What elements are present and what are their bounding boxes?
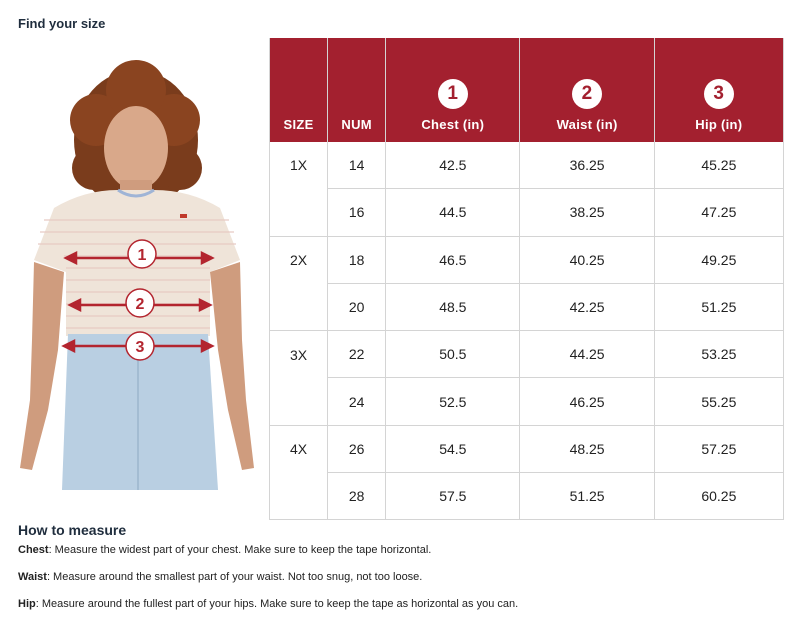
cell-num: 20	[327, 283, 387, 332]
cell-waist: 40.25	[519, 236, 655, 284]
cell-size: 3X	[268, 330, 329, 378]
marker-2-label: 2	[136, 296, 145, 313]
chest-header-label: Chest (in)	[421, 117, 485, 132]
cell-waist: 46.25	[519, 377, 655, 426]
header-waist: 2 Waist (in)	[519, 38, 655, 142]
table-header-row: SIZE NUM 1 Chest (in) 2 Waist (in) 3 Hip…	[268, 38, 785, 142]
cell-num: 26	[327, 425, 387, 474]
cell-chest: 48.5	[385, 283, 521, 332]
how-to-measure-section: How to measure Chest: Measure the widest…	[18, 522, 778, 625]
table-row: 2X 18 46.5 40.25 49.25	[268, 236, 785, 284]
cell-hip: 60.25	[654, 472, 785, 521]
marker-1	[127, 239, 157, 269]
cell-chest: 50.5	[385, 330, 521, 379]
cell-waist: 42.25	[519, 283, 655, 332]
hip-term: Hip	[18, 598, 36, 610]
cell-chest: 44.5	[385, 188, 521, 237]
waist-number-badge: 2	[572, 79, 603, 109]
cell-size	[268, 472, 329, 521]
cell-num: 22	[327, 330, 387, 379]
waist-term: Waist	[18, 571, 47, 583]
size-chart-table: SIZE NUM 1 Chest (in) 2 Waist (in) 3 Hip…	[268, 38, 785, 521]
cell-hip: 51.25	[654, 283, 785, 332]
waist-instruction: Waist: Measure around the smallest part …	[18, 571, 778, 584]
cell-chest: 54.5	[385, 425, 521, 474]
cell-hip: 45.25	[654, 142, 785, 190]
cell-size	[268, 188, 329, 237]
marker-3	[125, 331, 155, 361]
cell-chest: 46.5	[385, 236, 521, 284]
table-row: 1X 14 42.5 36.25 45.25	[268, 142, 785, 190]
marker-2	[125, 288, 155, 318]
header-hip: 3 Hip (in)	[654, 38, 785, 142]
waist-header-label: Waist (in)	[556, 117, 618, 132]
cell-waist: 51.25	[519, 472, 655, 521]
cell-num: 14	[327, 142, 387, 190]
cell-num: 18	[327, 236, 387, 284]
cell-waist: 38.25	[519, 188, 655, 237]
cell-hip: 49.25	[654, 236, 785, 284]
cell-waist: 36.25	[519, 142, 655, 190]
header-chest: 1 Chest (in)	[385, 38, 521, 142]
table-row: 4X 26 54.5 48.25 57.25	[268, 425, 785, 474]
cell-chest: 42.5	[385, 142, 521, 190]
table-row: 16 44.5 38.25 47.25	[268, 188, 785, 237]
waist-instruction-text: : Measure around the smallest part of yo…	[46, 571, 423, 583]
page-title: Find your size	[18, 16, 106, 31]
chest-term: Chest	[18, 544, 49, 556]
cell-chest: 57.5	[385, 472, 521, 521]
table-row: 3X 22 50.5 44.25 53.25	[268, 330, 785, 379]
cell-num: 28	[327, 472, 387, 521]
chest-instruction-text: : Measure the widest part of your chest.…	[48, 544, 432, 556]
cell-hip: 55.25	[654, 377, 785, 426]
table-row: 28 57.5 51.25 60.25	[268, 472, 785, 521]
hip-number-badge: 3	[703, 79, 734, 109]
cell-size: 4X	[268, 425, 329, 473]
cell-size	[268, 283, 329, 332]
hip-header-label: Hip (in)	[695, 117, 743, 132]
hip-instruction: Hip: Measure around the fullest part of …	[18, 598, 778, 611]
cell-size: 2X	[268, 236, 329, 284]
table-row: 20 48.5 42.25 51.25	[268, 283, 785, 332]
cell-size	[268, 377, 329, 426]
cell-num: 16	[327, 188, 387, 237]
header-size: SIZE	[268, 38, 329, 142]
cell-waist: 48.25	[519, 425, 655, 474]
cell-hip: 47.25	[654, 188, 785, 237]
cell-waist: 44.25	[519, 330, 655, 379]
model-illustration: 1 2 3	[14, 50, 262, 490]
marker-3-label: 3	[136, 339, 145, 356]
table-row: 24 52.5 46.25 55.25	[268, 377, 785, 426]
how-to-measure-heading: How to measure	[18, 522, 127, 538]
cell-hip: 57.25	[654, 425, 785, 474]
hip-instruction-text: : Measure around the fullest part of you…	[35, 598, 519, 610]
cell-hip: 53.25	[654, 330, 785, 379]
cell-num: 24	[327, 377, 387, 426]
chest-instruction: Chest: Measure the widest part of your c…	[18, 544, 778, 557]
marker-1-label: 1	[138, 247, 147, 264]
model-photo: 1 2 3	[14, 50, 262, 490]
header-num: NUM	[327, 38, 387, 142]
cell-chest: 52.5	[385, 377, 521, 426]
cell-size: 1X	[268, 142, 329, 189]
chest-number-badge: 1	[437, 79, 468, 109]
